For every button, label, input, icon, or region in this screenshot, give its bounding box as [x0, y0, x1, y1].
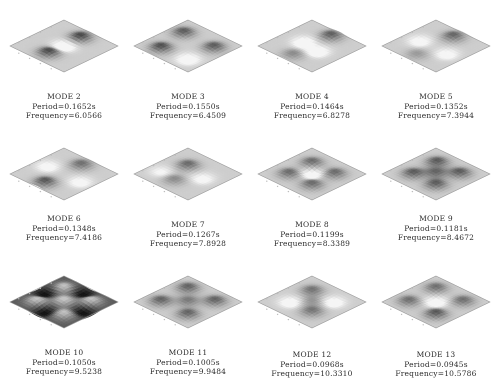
mode-panel: MODE 13 Period=0.0945s Frequency=10.5786	[374, 258, 498, 383]
mode-shape-surface	[381, 275, 491, 329]
mode-panel: MODE 4 Period=0.1464s Frequency=6.8278	[250, 2, 374, 129]
mode-name: MODE 8	[295, 220, 329, 229]
mode-panel: MODE 11 Period=0.1005s Frequency=9.9484	[126, 258, 250, 383]
mode-frequency: Frequency=9.9484	[149, 367, 227, 377]
mode-panel: MODE 5 Period=0.1352s Frequency=7.3944	[374, 2, 498, 129]
mode-frequency: Frequency=7.8928	[149, 239, 227, 249]
mode-panel: MODE 6 Period=0.1348s Frequency=7.4186	[2, 130, 126, 257]
mode-shape-surface	[257, 19, 367, 73]
mode-panel: MODE 7 Period=0.1267s Frequency=7.8928	[126, 130, 250, 257]
mode-shape-surface	[9, 19, 119, 73]
mode-frequency: Frequency=6.4509	[149, 111, 227, 121]
mode-period: Period=0.1050s	[32, 357, 96, 367]
mode-frequency: Frequency=9.5238	[25, 367, 103, 377]
mode-period: Period=0.1181s	[404, 223, 468, 233]
mode-shape-surface	[133, 275, 243, 329]
mode-frequency: Frequency=7.3944	[397, 111, 475, 121]
mode-period: Period=0.1652s	[32, 101, 96, 111]
mode-shape-surface	[133, 19, 243, 73]
mode-shape-surface	[9, 147, 119, 201]
mode-frequency: Frequency=6.8278	[273, 111, 351, 121]
mode-name: MODE 6	[47, 214, 81, 223]
mode-frequency: Frequency=7.4186	[25, 233, 103, 243]
mode-period: Period=0.1352s	[404, 101, 468, 111]
mode-caption: MODE 4 Period=0.1464s Frequency=6.8278	[250, 92, 374, 121]
mode-caption: MODE 7 Period=0.1267s Frequency=7.8928	[126, 220, 250, 249]
mode-frequency: Frequency=8.4672	[397, 233, 475, 243]
mode-period: Period=0.1199s	[280, 229, 344, 239]
mode-period: Period=0.1005s	[156, 357, 220, 367]
mode-name: MODE 9	[419, 214, 453, 223]
mode-frequency: Frequency=10.3310	[271, 369, 353, 379]
mode-caption: MODE 8 Period=0.1199s Frequency=8.3389	[250, 220, 374, 249]
mode-name: MODE 2	[47, 92, 81, 101]
mode-caption: MODE 2 Period=0.1652s Frequency=6.0566	[2, 92, 126, 121]
mode-name: MODE 10	[44, 348, 84, 357]
mode-period: Period=0.1267s	[156, 229, 220, 239]
mode-name: MODE 5	[419, 92, 453, 101]
mode-panel: MODE 12 Period=0.0968s Frequency=10.3310	[250, 258, 374, 383]
mode-frequency: Frequency=6.0566	[25, 111, 103, 121]
mode-caption: MODE 12 Period=0.0968s Frequency=10.3310	[250, 350, 374, 379]
mode-panel: MODE 3 Period=0.1550s Frequency=6.4509	[126, 2, 250, 129]
mode-caption: MODE 11 Period=0.1005s Frequency=9.9484	[126, 348, 250, 377]
mode-period: Period=0.1464s	[280, 101, 344, 111]
mode-shape-surface	[133, 147, 243, 201]
mode-name: MODE 3	[171, 92, 205, 101]
mode-name: MODE 12	[292, 350, 332, 359]
mode-shape-surface	[9, 275, 119, 329]
mode-period: Period=0.1550s	[156, 101, 220, 111]
mode-caption: MODE 13 Period=0.0945s Frequency=10.5786	[374, 350, 498, 379]
mode-period: Period=0.1348s	[32, 223, 96, 233]
mode-shape-surface	[257, 147, 367, 201]
mode-name: MODE 11	[168, 348, 208, 357]
mode-caption: MODE 10 Period=0.1050s Frequency=9.5238	[2, 348, 126, 377]
mode-panel: MODE 9 Period=0.1181s Frequency=8.4672	[374, 130, 498, 257]
mode-caption: MODE 5 Period=0.1352s Frequency=7.3944	[374, 92, 498, 121]
mode-shape-surface	[381, 147, 491, 201]
mode-period: Period=0.0945s	[404, 359, 468, 369]
mode-name: MODE 7	[171, 220, 205, 229]
mode-caption: MODE 3 Period=0.1550s Frequency=6.4509	[126, 92, 250, 121]
mode-caption: MODE 9 Period=0.1181s Frequency=8.4672	[374, 214, 498, 243]
mode-panel: MODE 10 Period=0.1050s Frequency=9.5238	[2, 258, 126, 383]
mode-frequency: Frequency=10.5786	[395, 369, 477, 379]
mode-shape-surface	[257, 275, 367, 329]
mode-panel: MODE 8 Period=0.1199s Frequency=8.3389	[250, 130, 374, 257]
mode-frequency: Frequency=8.3389	[273, 239, 351, 249]
mode-caption: MODE 6 Period=0.1348s Frequency=7.4186	[2, 214, 126, 243]
mode-name: MODE 4	[295, 92, 329, 101]
mode-panel: MODE 2 Period=0.1652s Frequency=6.0566	[2, 2, 126, 129]
mode-name: MODE 13	[416, 350, 456, 359]
mode-shape-surface	[381, 19, 491, 73]
mode-period: Period=0.0968s	[280, 359, 344, 369]
